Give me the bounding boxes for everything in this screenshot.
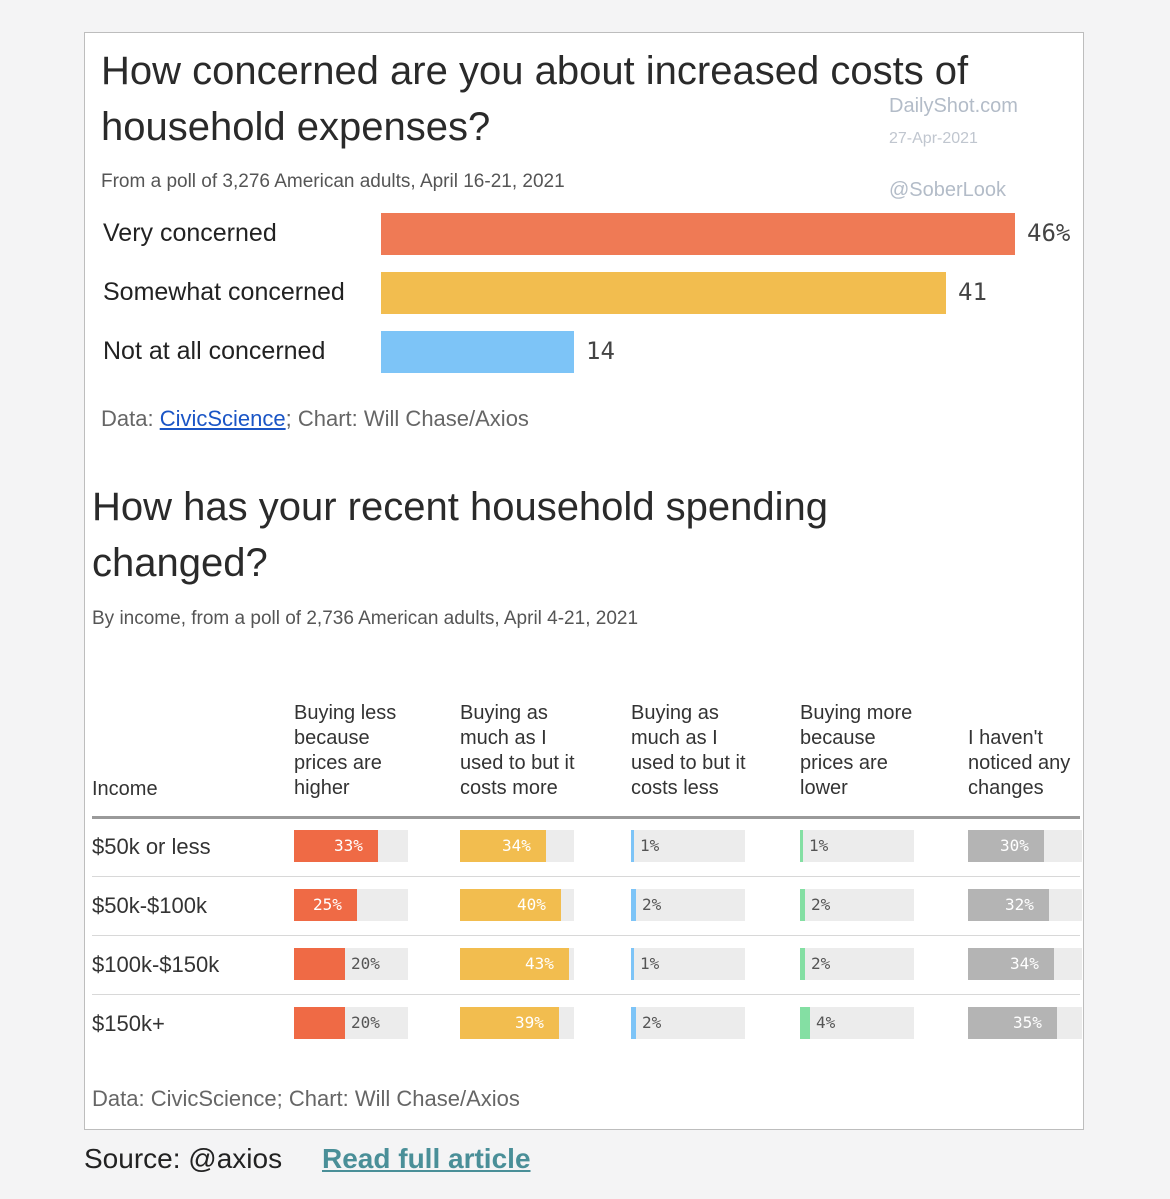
bar-value-label: 4% bbox=[816, 1013, 836, 1032]
bar bbox=[381, 213, 1015, 255]
civicscience-link[interactable]: CivicScience bbox=[159, 406, 286, 431]
bar-value-label: 2% bbox=[642, 1013, 662, 1032]
bar-value-label: 20% bbox=[351, 1013, 380, 1032]
column-header: Buying less because prices are higher bbox=[294, 702, 397, 799]
bar bbox=[968, 830, 1044, 862]
category-label: Not at all concerned bbox=[103, 337, 326, 365]
bar-value-label: 1% bbox=[809, 836, 829, 855]
bar-value-label: 25% bbox=[313, 895, 342, 914]
row-divider bbox=[92, 876, 1080, 877]
watermark-handle: @SoberLook bbox=[889, 179, 1007, 201]
header-divider bbox=[92, 816, 1080, 819]
income-label: $100k-$150k bbox=[92, 952, 220, 977]
bar-value-label: 33% bbox=[334, 836, 363, 855]
bar bbox=[460, 948, 569, 980]
column-header: I haven't noticed any changes bbox=[968, 727, 1071, 799]
bar bbox=[800, 948, 805, 980]
chart-card: How concerned are you about increased co… bbox=[84, 32, 1084, 1130]
bar-track: 4% bbox=[800, 1007, 914, 1039]
column-header: Buying as much as I used to but it costs… bbox=[460, 702, 575, 799]
chart2-title: How has your recent household spending c… bbox=[92, 485, 829, 585]
bar-value-label: 14 bbox=[586, 337, 615, 365]
bar-value-label: 30% bbox=[1000, 836, 1029, 855]
bar-value-label: 20% bbox=[351, 954, 380, 973]
bar bbox=[800, 1007, 810, 1039]
column-header: Buying more because prices are lower bbox=[800, 702, 913, 799]
bar-track: 20% bbox=[294, 948, 408, 980]
income-label: $50k-$100k bbox=[92, 893, 207, 918]
source-text: Source: @axios bbox=[84, 1143, 283, 1174]
bar bbox=[631, 889, 636, 921]
bar-track: 30% bbox=[968, 830, 1082, 862]
bar bbox=[968, 889, 1049, 921]
bar-value-label: 34% bbox=[502, 836, 531, 855]
bar-value-label: 34% bbox=[1010, 954, 1039, 973]
bar-track: 2% bbox=[631, 889, 745, 921]
credit-prefix: Data: bbox=[101, 406, 160, 431]
bar-track: 33% bbox=[294, 830, 408, 862]
bar-value-label: 43% bbox=[525, 954, 554, 973]
bar-track: 1% bbox=[631, 830, 745, 862]
bar-track: 1% bbox=[631, 948, 745, 980]
bar bbox=[800, 830, 803, 862]
bar bbox=[968, 948, 1054, 980]
bar bbox=[294, 1007, 345, 1039]
watermark-date: 27-Apr-2021 bbox=[889, 130, 978, 147]
bar-value-label: 1% bbox=[640, 836, 660, 855]
bar-track: 32% bbox=[968, 889, 1082, 921]
bar-value-label: 2% bbox=[811, 895, 831, 914]
bar bbox=[294, 948, 345, 980]
bar-value-label: 46% bbox=[1027, 219, 1071, 247]
bar-track: 2% bbox=[800, 889, 914, 921]
category-label: Very concerned bbox=[103, 219, 277, 247]
bar-value-label: 2% bbox=[642, 895, 662, 914]
bar bbox=[294, 889, 357, 921]
bar bbox=[381, 331, 574, 373]
bar-track: 39% bbox=[460, 1007, 574, 1039]
bar-track: 35% bbox=[968, 1007, 1082, 1039]
income-column-header: Income bbox=[92, 778, 158, 800]
row-divider bbox=[92, 935, 1080, 936]
chart2-credit: Data: CivicScience; Chart: Will Chase/Ax… bbox=[92, 1086, 520, 1111]
bar-value-label: 32% bbox=[1005, 895, 1034, 914]
bar-value-label: 39% bbox=[515, 1013, 544, 1032]
bar-track: 25% bbox=[294, 889, 408, 921]
bar-track: 2% bbox=[631, 1007, 745, 1039]
read-full-article-link[interactable]: Read full article bbox=[322, 1143, 531, 1174]
bar-value-label: 35% bbox=[1013, 1013, 1042, 1032]
chart1-title: How concerned are you about increased co… bbox=[101, 49, 969, 149]
chart2-subtitle: By income, from a poll of 2,736 American… bbox=[92, 608, 639, 629]
income-label: $150k+ bbox=[92, 1011, 165, 1036]
bar bbox=[460, 830, 546, 862]
bar-value-label: 1% bbox=[640, 954, 660, 973]
bar bbox=[800, 889, 805, 921]
bar-value-label: 2% bbox=[811, 954, 831, 973]
bar-value-label: 41 bbox=[958, 278, 987, 306]
bar bbox=[294, 830, 378, 862]
bar bbox=[631, 830, 634, 862]
column-header: Buying as much as I used to but it costs… bbox=[631, 702, 746, 799]
income-label: $50k or less bbox=[92, 834, 211, 859]
bar bbox=[631, 1007, 636, 1039]
bar-track: 43% bbox=[460, 948, 574, 980]
watermark-site: DailyShot.com bbox=[889, 95, 1018, 117]
bar bbox=[460, 1007, 559, 1039]
bar-track: 40% bbox=[460, 889, 574, 921]
bar-track: 34% bbox=[460, 830, 574, 862]
bar-track: 2% bbox=[800, 948, 914, 980]
category-label: Somewhat concerned bbox=[103, 278, 345, 306]
bar-track: 20% bbox=[294, 1007, 408, 1039]
bar bbox=[381, 272, 946, 314]
bar bbox=[631, 948, 634, 980]
bar bbox=[460, 889, 561, 921]
bar-track: 34% bbox=[968, 948, 1082, 980]
chart1-subtitle: From a poll of 3,276 American adults, Ap… bbox=[101, 171, 565, 192]
bar-value-label: 40% bbox=[517, 895, 546, 914]
bar bbox=[968, 1007, 1057, 1039]
row-divider bbox=[92, 994, 1080, 995]
credit-suffix: ; Chart: Will Chase/Axios bbox=[285, 406, 529, 431]
bar-track: 1% bbox=[800, 830, 914, 862]
chart1-credit: Data: CivicScience; Chart: Will Chase/Ax… bbox=[101, 406, 529, 432]
